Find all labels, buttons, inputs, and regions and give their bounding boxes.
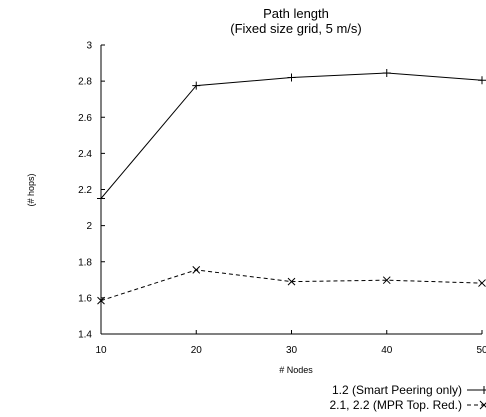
- y-tick-label: 1.8: [78, 257, 92, 268]
- series-1-line: [100, 72, 483, 199]
- legend-label-series-1: 1.2 (Smart Peering only): [332, 383, 462, 397]
- chart-title: Path length: [263, 6, 329, 21]
- y-ticks: 1.4 1.6 1.8 2 2.2 2.4 2.6 2.8 3: [78, 41, 105, 341]
- series-2: [97, 266, 486, 305]
- legend-label-series-2: 2.1, 2.2 (MPR Top. Red.): [329, 398, 462, 412]
- data-point: [97, 194, 105, 203]
- legend-marker-series-1: [480, 386, 486, 394]
- x-tick-label: 50: [476, 345, 486, 356]
- y-tick-label: 3: [86, 41, 92, 52]
- data-point: [287, 277, 296, 286]
- series-layer: [97, 68, 486, 305]
- series-2-line: [100, 269, 483, 302]
- data-point: [192, 266, 201, 274]
- chart-subtitle: (Fixed size grid, 5 m/s): [230, 21, 361, 36]
- data-point: [382, 68, 391, 77]
- data-point: [478, 76, 486, 85]
- x-axis-label: # Nodes: [279, 365, 313, 375]
- data-point: [382, 276, 391, 285]
- y-tick-label: 2.4: [78, 149, 92, 160]
- y-tick-label: 2: [86, 221, 92, 232]
- legend-marker-series-2: [479, 400, 486, 410]
- legend-item-series-1: 1.2 (Smart Peering only): [332, 383, 486, 397]
- data-point: [287, 73, 296, 82]
- y-tick-label: 2.6: [78, 113, 92, 124]
- x-ticks: 10 20 30 40 50: [95, 330, 486, 356]
- y-axis-label: (# hops): [26, 173, 36, 206]
- legend: 1.2 (Smart Peering only) 2.1, 2.2 (MPR T…: [329, 383, 486, 412]
- x-tick-label: 40: [381, 345, 393, 356]
- plot-axes: 1.4 1.6 1.8 2 2.2 2.4 2.6 2.8 3 10 20 30 40 50: [78, 41, 486, 357]
- legend-item-series-2: 2.1, 2.2 (MPR Top. Red.): [329, 398, 486, 412]
- data-point: [192, 81, 201, 90]
- data-point: [478, 279, 486, 287]
- y-tick-label: 2.8: [78, 77, 92, 88]
- y-tick-label: 1.6: [78, 293, 92, 304]
- y-tick-label: 2.2: [78, 185, 92, 196]
- x-tick-label: 10: [95, 345, 107, 356]
- y-tick-label: 1.4: [78, 330, 92, 341]
- series-1: [97, 68, 486, 203]
- data-point: [97, 296, 105, 305]
- x-tick-label: 30: [286, 345, 298, 356]
- x-tick-label: 20: [191, 345, 203, 356]
